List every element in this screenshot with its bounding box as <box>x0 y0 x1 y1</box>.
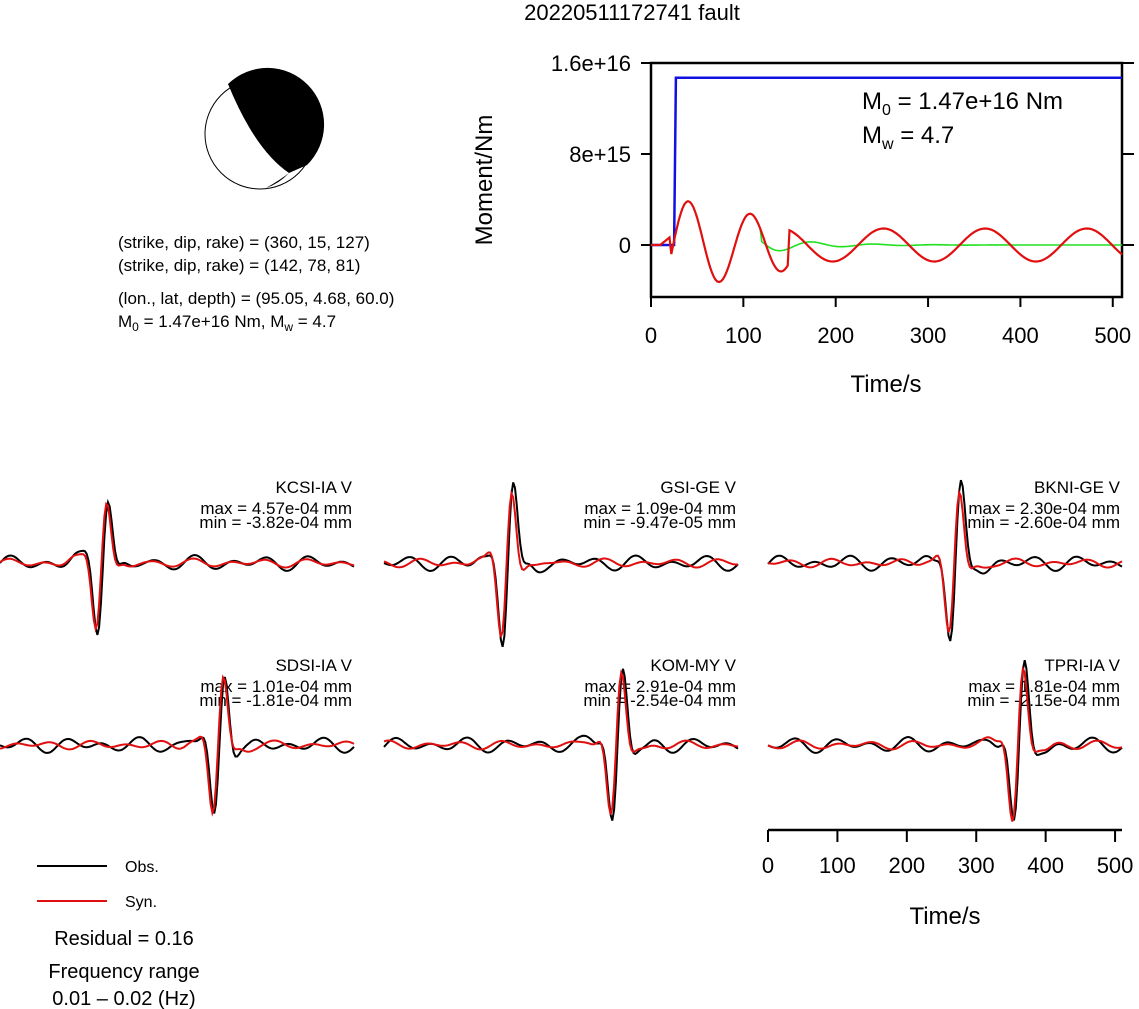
mechanism-line-1: (strike, dip, rake) = (360, 15, 127) <box>118 233 370 252</box>
moment-x-tick-label: 400 <box>1002 323 1039 348</box>
station-max: max = 2.91e-04 mm <box>584 677 736 696</box>
waveform-x-tick-label: 400 <box>1027 853 1064 878</box>
moment-ylabel: Moment/Nm <box>471 115 498 246</box>
waveform-x-tick-label: 500 <box>1097 853 1134 878</box>
moment-y-tick-label: 1.6e+16 <box>551 51 631 76</box>
moment-x-tick-label: 0 <box>645 323 657 348</box>
residual-text: Residual = 0.16 <box>54 928 194 950</box>
synthetic-waveform <box>0 674 355 817</box>
moment-y-ticks: 1.6e+16 8e+15 0 <box>551 51 1134 258</box>
moment-y-tick-label: 0 <box>619 233 631 258</box>
station-min: min = -2.60e-04 mm <box>967 513 1120 532</box>
observed-waveform <box>383 482 739 648</box>
waveform-time-axis: 0 100 200 300 400 500 Time/s <box>762 828 1134 930</box>
waveform-x-tick-label: 200 <box>888 853 925 878</box>
station-max: max = 1.09e-04 mm <box>584 499 736 518</box>
moment-x-tick-label: 100 <box>725 323 762 348</box>
synthetic-waveform <box>383 489 738 638</box>
legend-syn-label: Syn. <box>125 894 157 911</box>
station-min: min = -2.15e-04 mm <box>967 691 1120 710</box>
observed-waveform <box>767 659 1123 821</box>
waveform-x-tick-label: 300 <box>958 853 995 878</box>
moment-x-ticks: 0 100 200 300 400 500 <box>645 297 1131 348</box>
station-max: max = 2.30e-04 mm <box>968 499 1120 518</box>
moment-mw-annotation: Mw = 4.7 <box>862 122 954 153</box>
station-max: max = 1.81e-04 mm <box>968 677 1120 696</box>
station-label: SDSI-IA V <box>275 656 352 675</box>
observed-waveform <box>0 498 355 636</box>
synthetic-waveform <box>0 501 355 633</box>
station-label: BKNI-GE V <box>1034 478 1121 497</box>
station-min: min = -9.47e-05 mm <box>583 513 736 532</box>
synthetic-waveform <box>383 669 739 815</box>
mechanism-line-3: (lon., lat, depth) = (95.05, 4.68, 60.0) <box>118 289 394 308</box>
station-label: KOM-MY V <box>650 656 736 675</box>
moment-xlabel: Time/s <box>850 371 921 398</box>
station-max: max = 1.01e-04 mm <box>200 677 352 696</box>
moment-y-tick-label: 8e+15 <box>569 142 631 167</box>
waveform-x-ticks: 0 100 200 300 400 500 <box>762 830 1134 878</box>
legend: Obs. Syn. <box>37 859 159 911</box>
synthetic-waveform <box>767 489 1123 633</box>
beachball <box>204 67 325 190</box>
moment-rate-red-curve <box>651 199 1123 284</box>
moment-plot: 1.6e+16 8e+15 0 0 100 200 300 400 500 Moment/Nm… <box>471 51 1134 398</box>
waveform-x-tick-label: 100 <box>819 853 856 878</box>
station-max: max = 4.57e-04 mm <box>200 499 352 518</box>
station-label: TPRI-IA V <box>1044 656 1120 675</box>
moment-rate-green-curve <box>651 200 1122 283</box>
station-min: min = -1.81e-04 mm <box>199 691 352 710</box>
observed-waveform <box>383 668 739 821</box>
waveform-x-tick-label: 0 <box>762 853 774 878</box>
station-label: KCSI-IA V <box>275 478 352 497</box>
frequency-value: 0.01 – 0.02 (Hz) <box>52 988 195 1009</box>
mechanism-line-4: M0 = 1.47e+16 Nm, Mw = 4.7 <box>118 312 336 334</box>
waveform-xlabel: Time/s <box>909 903 980 930</box>
moment-m0-annotation: M0 = 1.47e+16 Nm <box>862 88 1063 119</box>
station-min: min = -2.54e-04 mm <box>583 691 736 710</box>
frequency-label: Frequency range <box>48 961 199 983</box>
mechanism-line-2: (strike, dip, rake) = (142, 78, 81) <box>118 256 360 275</box>
legend-obs-label: Obs. <box>125 859 159 876</box>
synthetic-waveform <box>767 665 1123 822</box>
station-label: GSI-GE V <box>660 478 736 497</box>
moment-x-tick-label: 200 <box>817 323 854 348</box>
figure-title: 20220511172741 fault <box>524 0 740 25</box>
moment-x-tick-label: 500 <box>1094 323 1131 348</box>
moment-x-tick-label: 300 <box>910 323 947 348</box>
station-min: min = -3.82e-04 mm <box>199 513 352 532</box>
